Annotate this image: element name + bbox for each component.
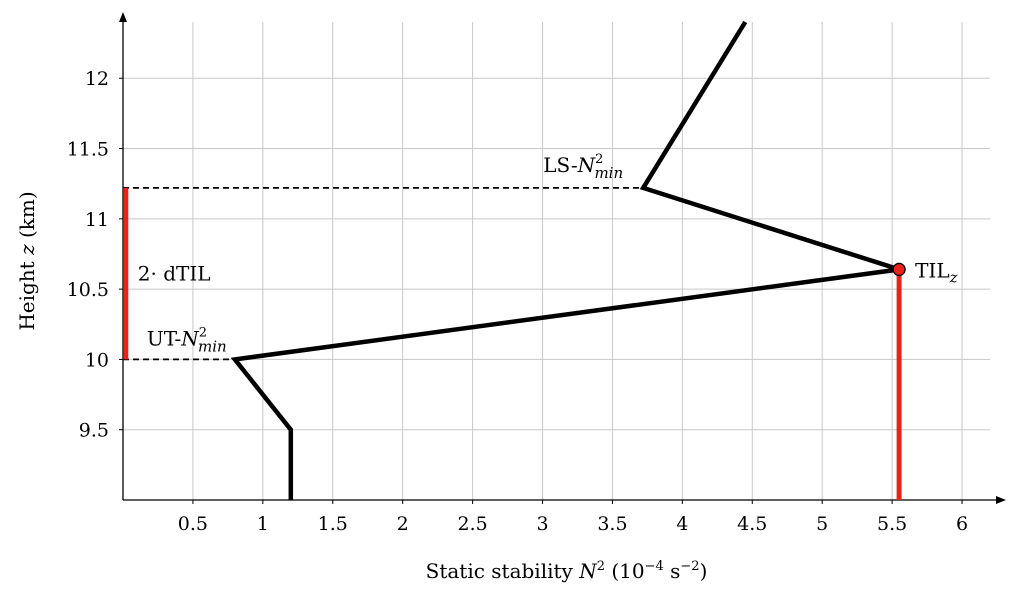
y-axis-arrow bbox=[119, 12, 127, 22]
y-tick-label: 11.5 bbox=[67, 139, 109, 161]
series-lines bbox=[230, 20, 900, 500]
x-tick-label: 4 bbox=[676, 513, 688, 535]
annotation-til: TILz bbox=[915, 258, 958, 286]
x-tick-label: 3 bbox=[536, 513, 548, 535]
x-tick-label: 3.5 bbox=[597, 513, 627, 535]
x-tick-label: 5.5 bbox=[877, 513, 907, 535]
x-tick-label: 2 bbox=[397, 513, 409, 535]
dashed-reference-lines bbox=[123, 186, 644, 361]
x-tick-labels: 0.5 1 1.5 2 2.5 3 3.5 4 4.5 5 5.5 6 bbox=[178, 500, 968, 535]
marker-layer bbox=[892, 262, 906, 277]
x-tick-label: 2.5 bbox=[457, 513, 487, 535]
annotation-ut: UT-N2 min bbox=[147, 325, 227, 355]
x-axis-arrow bbox=[996, 496, 1006, 504]
profile-line bbox=[230, 20, 900, 500]
annotation-dtil: 2· dTIL bbox=[138, 262, 211, 286]
til-marker bbox=[892, 262, 906, 277]
y-tick-label: 10 bbox=[85, 349, 109, 371]
y-tick-label: 10.5 bbox=[67, 279, 109, 301]
x-tick-label: 6 bbox=[956, 513, 968, 535]
red-bars bbox=[123, 187, 902, 500]
y-axis-title: Height z (km) bbox=[15, 191, 39, 330]
x-tick-label: 1 bbox=[257, 513, 269, 535]
x-tick-label: 4.5 bbox=[737, 513, 767, 535]
y-tick-label: 12 bbox=[85, 68, 109, 90]
x-tick-label: 1.5 bbox=[318, 513, 348, 535]
annotation-ls: LS-N2 min bbox=[543, 152, 623, 182]
annotations: LS-N2 min UT-N2 min 2· dTIL TILz bbox=[138, 152, 958, 356]
grid bbox=[123, 22, 990, 500]
axes bbox=[119, 12, 1006, 504]
x-axis-title: Static stability N2 (10−4 s−2) bbox=[426, 559, 708, 583]
x-tick-label: 5 bbox=[816, 513, 828, 535]
y-tick-label: 9.5 bbox=[79, 420, 109, 442]
y-tick-label: 11 bbox=[85, 209, 109, 231]
x-tick-label: 0.5 bbox=[178, 513, 208, 535]
y-tick-labels: 9.5 10 10.5 11 11.5 12 bbox=[67, 68, 123, 442]
